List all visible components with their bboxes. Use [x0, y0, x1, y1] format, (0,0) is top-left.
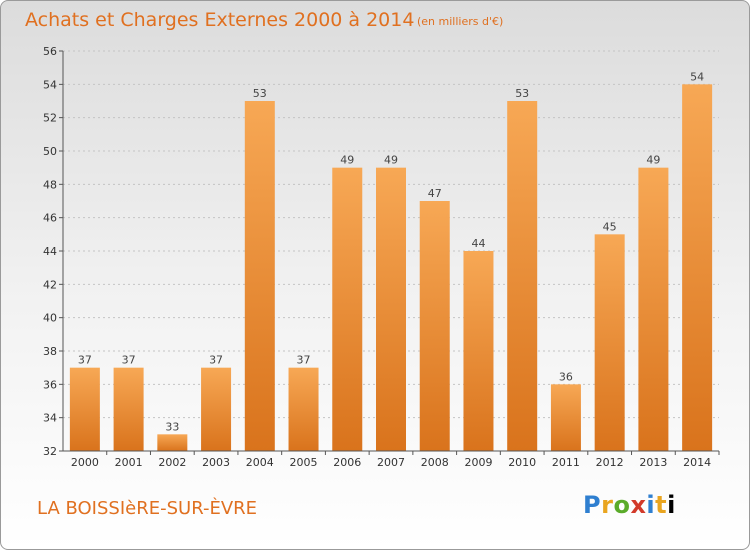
bar-2004 [244, 101, 275, 451]
value-label: 53 [253, 87, 267, 100]
y-tick-label: 52 [43, 112, 57, 125]
value-label: 53 [515, 87, 529, 100]
proxiti-logo: Proxiti [583, 491, 676, 519]
bar-2008 [419, 201, 450, 451]
y-tick-label: 38 [43, 345, 57, 358]
y-tick-label: 54 [43, 78, 57, 91]
bar-2009 [463, 251, 494, 451]
bar-2011 [550, 384, 581, 451]
bar-2014 [682, 84, 713, 451]
x-tick-label: 2014 [683, 456, 711, 469]
bar-2010 [507, 101, 538, 451]
y-tick-label: 42 [43, 278, 57, 291]
x-tick-label: 2000 [71, 456, 99, 469]
y-tick-label: 34 [43, 412, 57, 425]
bar-2000 [69, 367, 100, 451]
x-tick-label: 2007 [377, 456, 405, 469]
y-tick-label: 50 [43, 145, 57, 158]
value-label: 49 [646, 154, 660, 167]
y-tick-label: 56 [43, 45, 57, 58]
value-label: 37 [209, 354, 223, 367]
bar-2012 [594, 234, 625, 451]
value-label: 45 [603, 220, 617, 233]
bar-2001 [113, 367, 144, 451]
x-tick-label: 2013 [639, 456, 667, 469]
bar-2006 [332, 167, 363, 451]
value-label: 47 [428, 187, 442, 200]
y-tick-label: 44 [43, 245, 57, 258]
x-tick-label: 2011 [552, 456, 580, 469]
x-tick-label: 2006 [333, 456, 361, 469]
y-tick-label: 36 [43, 378, 57, 391]
value-label: 37 [78, 354, 92, 367]
x-tick-label: 2003 [202, 456, 230, 469]
x-tick-label: 2002 [158, 456, 186, 469]
x-tick-label: 2009 [464, 456, 492, 469]
x-tick-label: 2008 [421, 456, 449, 469]
bar-2002 [157, 434, 188, 451]
value-label: 33 [165, 420, 179, 433]
value-label: 49 [340, 154, 354, 167]
x-tick-label: 2010 [508, 456, 536, 469]
y-tick-label: 48 [43, 178, 57, 191]
x-tick-label: 2001 [115, 456, 143, 469]
x-tick-label: 2012 [596, 456, 624, 469]
value-label: 44 [471, 237, 485, 250]
bar-2005 [288, 367, 319, 451]
value-label: 37 [122, 354, 136, 367]
y-tick-label: 46 [43, 212, 57, 225]
bar-2003 [201, 367, 232, 451]
chart-subtitle: (en milliers d'€) [417, 15, 504, 28]
x-tick-label: 2004 [246, 456, 274, 469]
value-label: 49 [384, 154, 398, 167]
value-label: 54 [690, 70, 704, 83]
x-tick-label: 2005 [290, 456, 318, 469]
value-label: 36 [559, 370, 573, 383]
value-label: 37 [297, 354, 311, 367]
bar-2007 [376, 167, 406, 451]
y-tick-label: 32 [43, 445, 57, 458]
place-name: LA BOISSIèRE-SUR-ÈVRE [37, 498, 258, 519]
chart-title: Achats et Charges Externes 2000 à 2014 [25, 9, 415, 31]
bar-2013 [638, 167, 669, 451]
y-tick-label: 40 [43, 312, 57, 325]
